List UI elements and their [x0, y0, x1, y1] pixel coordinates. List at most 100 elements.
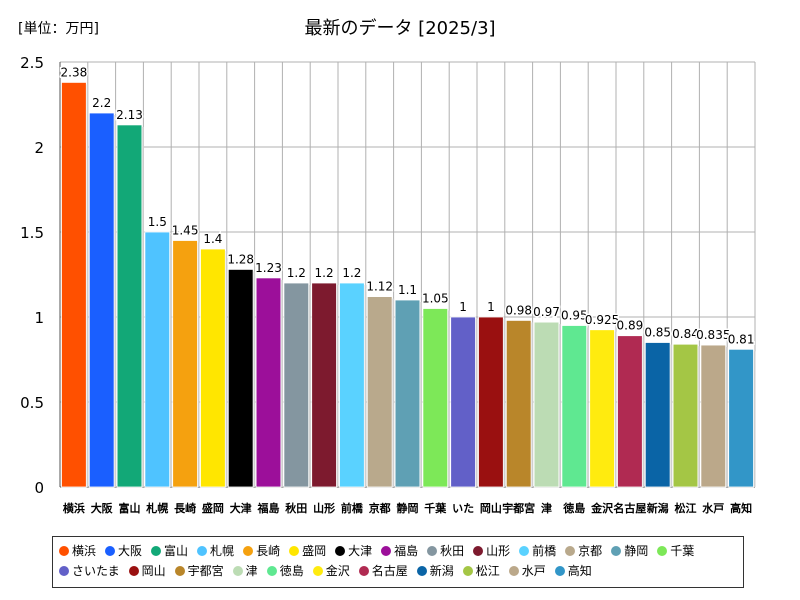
data-label: 1.2 — [287, 266, 306, 280]
legend-item-金沢: 金沢 — [312, 561, 350, 581]
legend-item-岡山: 岡山 — [128, 561, 166, 581]
bar-大阪 — [88, 112, 115, 488]
data-label: 2.38 — [61, 65, 88, 79]
bar-chart: 0 0.5 1 1.5 2 2.5 2.38 横浜 2.2 大阪 2.13 富山 1.5 札幌 1.45 長崎… — [20, 54, 756, 515]
legend-marker — [519, 546, 530, 556]
data-label: 0.85 — [644, 326, 671, 340]
legend-marker — [243, 546, 254, 556]
legend-item-横浜: 横浜 — [59, 541, 96, 561]
legend-marker — [427, 546, 438, 556]
legend-item-福島: 福島 — [381, 541, 418, 561]
legend-marker — [59, 566, 69, 576]
bar-水戸 — [700, 344, 727, 488]
x-tick-label: 横浜 — [63, 501, 85, 515]
chart-title: 最新のデータ [2025/3] — [304, 18, 496, 39]
y-tick-label: 2 — [34, 139, 44, 157]
legend-label: 徳島 — [279, 564, 304, 578]
legend-marker — [232, 566, 243, 576]
legend-marker — [197, 546, 208, 556]
data-label: 1.45 — [172, 224, 199, 238]
legend-item-長崎: 長崎 — [243, 541, 280, 561]
x-tick-label: 岡山 — [480, 501, 502, 515]
legend-label: 盛岡 — [302, 544, 327, 558]
x-tick-label: 京都 — [369, 501, 391, 515]
legend-item-札幌: 札幌 — [197, 541, 234, 561]
legend-item-富山: 富山 — [151, 541, 188, 561]
x-tick-label: 名古屋 — [613, 501, 646, 515]
x-tick-label: 新潟 — [647, 501, 669, 515]
data-label: 0.97 — [533, 305, 560, 319]
legend-item-大阪: 大阪 — [105, 541, 142, 561]
data-label: 1.12 — [366, 280, 393, 294]
data-label: 2.13 — [116, 108, 143, 122]
legend-label: 宇都宮 — [187, 564, 224, 578]
legend-item-松江: 松江 — [462, 561, 500, 581]
legend: 横浜 大阪 富山 札幌 長崎 盛岡 大津 福島 秋田 山形 前橋 京都 静岡 千葉 さいたま 岡山 宇都宮 津 徳島… — [52, 536, 744, 588]
bar-長崎 — [172, 240, 198, 488]
legend-item-静岡: 静岡 — [611, 541, 648, 561]
bar-津 — [533, 321, 560, 488]
data-label: 0.84 — [672, 327, 699, 341]
legend-item-千葉: 千葉 — [657, 541, 694, 561]
legend-label: 松江 — [475, 564, 500, 578]
x-tick-label: 金沢 — [590, 501, 614, 515]
y-tick-label: 1.5 — [20, 224, 44, 242]
x-tick-label: 静岡 — [397, 501, 419, 515]
data-label: 0.835 — [696, 328, 730, 342]
legend-marker — [105, 546, 116, 556]
legend-label: さいたま — [72, 564, 120, 578]
legend-label: 水戸 — [521, 564, 546, 578]
data-label: 0.89 — [617, 319, 644, 333]
legend-marker — [416, 566, 427, 576]
legend-item-名古屋: 名古屋 — [358, 561, 408, 581]
legend-label: 名古屋 — [371, 564, 408, 578]
legend-item-さいたま: さいたま — [59, 561, 120, 581]
data-label: 1.4 — [203, 232, 222, 246]
x-tick-label: 高知 — [730, 501, 752, 515]
legend-marker — [174, 566, 185, 576]
bar-福島 — [255, 277, 282, 488]
legend-label: 山形 — [486, 544, 511, 558]
legend-marker — [565, 546, 576, 556]
x-tick-label: いた — [452, 502, 474, 515]
data-label: 1.2 — [342, 266, 361, 280]
legend-item-京都: 京都 — [565, 541, 602, 561]
bar-盛岡 — [200, 248, 226, 488]
legend-label: 高知 — [567, 564, 592, 578]
legend-item-前橋: 前橋 — [519, 541, 556, 561]
legend-item-水戸: 水戸 — [508, 561, 546, 581]
data-label: 0.95 — [561, 309, 588, 323]
legend-marker — [554, 566, 565, 576]
legend-marker — [462, 566, 473, 576]
bar-前橋 — [339, 282, 365, 488]
y-tick-label: 1 — [34, 309, 44, 327]
x-tick-label: 松江 — [675, 501, 697, 515]
data-label: 1 — [459, 300, 467, 314]
legend-item-秋田: 秋田 — [427, 541, 464, 561]
data-label: 1.28 — [227, 252, 254, 266]
legend-label: 新潟 — [429, 564, 454, 578]
legend-marker — [657, 546, 668, 556]
data-label: 1.23 — [255, 261, 282, 275]
bar-宇都宮 — [505, 319, 532, 488]
data-label: 0.98 — [505, 303, 532, 317]
data-label: 1.5 — [148, 215, 167, 229]
y-tick-label: 0 — [34, 479, 44, 497]
bar-横浜 — [61, 82, 87, 488]
data-label: 1.1 — [398, 283, 417, 297]
legend-label: 千葉 — [670, 544, 695, 558]
legend-item-徳島: 徳島 — [266, 561, 304, 581]
unit-label: [単位：万円] — [18, 21, 99, 37]
bar-山形 — [311, 282, 337, 488]
legend-marker — [611, 546, 622, 556]
legend-item-盛岡: 盛岡 — [289, 541, 326, 561]
legend-item-津: 津 — [232, 561, 258, 581]
legend-item-高知: 高知 — [554, 561, 592, 581]
legend-marker — [151, 546, 162, 556]
y-tick-label: 2.5 — [20, 54, 44, 72]
x-tick-label: 前橋 — [341, 501, 364, 515]
bar-静岡 — [394, 299, 421, 488]
legend-marker — [128, 566, 139, 576]
legend-label: 岡山 — [141, 564, 166, 578]
